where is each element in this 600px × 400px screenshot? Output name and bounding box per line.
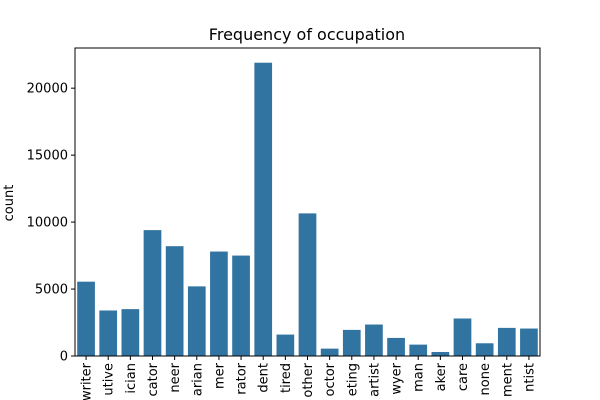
x-tick-label: cator [146,362,161,396]
x-tick-label: writer [80,362,95,400]
bar-ntist [520,328,538,356]
y-tick-label: 5000 [35,283,68,298]
x-tick-label: dent [257,363,272,393]
bar-ician [121,309,140,356]
chart-title: Frequency of occupation [209,25,405,44]
bar-arian [187,286,206,356]
x-axis-ticks: writer utive ician cator neer arian mer rator de… [80,356,537,400]
x-tick-label: mer [212,362,227,389]
x-tick-label: other [301,362,316,397]
bar-eting [342,329,361,356]
y-axis-label: count [2,185,17,222]
x-tick-label: ntist [522,363,537,392]
y-tick-label: 15000 [27,149,68,164]
bar-man [409,344,428,356]
y-axis-ticks: 0 5000 10000 15000 20000 [27,82,75,365]
y-tick-label: 20000 [27,82,68,97]
bar-other [298,213,317,356]
bar-tired [276,334,295,356]
bar-rator [232,255,250,356]
x-tick-label: care [456,363,471,391]
x-tick-label: wyer [390,362,405,394]
x-tick-label: ician [124,363,139,394]
x-tick-label: tired [279,363,294,393]
x-tick-label: artist [367,363,382,397]
x-tick-label: utive [102,363,117,396]
x-tick-label: neer [168,362,183,392]
bar-artist [365,324,383,356]
bar-wyer [387,337,405,356]
bar-octor [320,348,339,356]
bar-care [453,318,472,356]
x-tick-label: rator [235,362,250,394]
bar-cator [143,230,162,356]
bar-dent [254,62,273,356]
x-tick-label: eting [345,363,360,396]
y-tick-label: 10000 [27,216,68,231]
bar-ment [497,327,516,356]
bar-writer [77,281,95,356]
x-tick-label: octor [323,362,338,396]
bar-aker [431,351,450,356]
bar-utive [99,310,118,356]
x-tick-label: arian [190,363,205,396]
bar-none [475,343,494,356]
x-tick-label: none [478,363,493,395]
x-tick-label: aker [434,362,449,391]
x-tick-label: ment [500,363,515,397]
bars [77,62,538,356]
y-tick-label: 0 [60,350,68,365]
x-tick-label: man [412,363,427,392]
bar-mer [210,251,228,356]
bar-neer [165,246,184,356]
plot-frame [74,47,541,357]
